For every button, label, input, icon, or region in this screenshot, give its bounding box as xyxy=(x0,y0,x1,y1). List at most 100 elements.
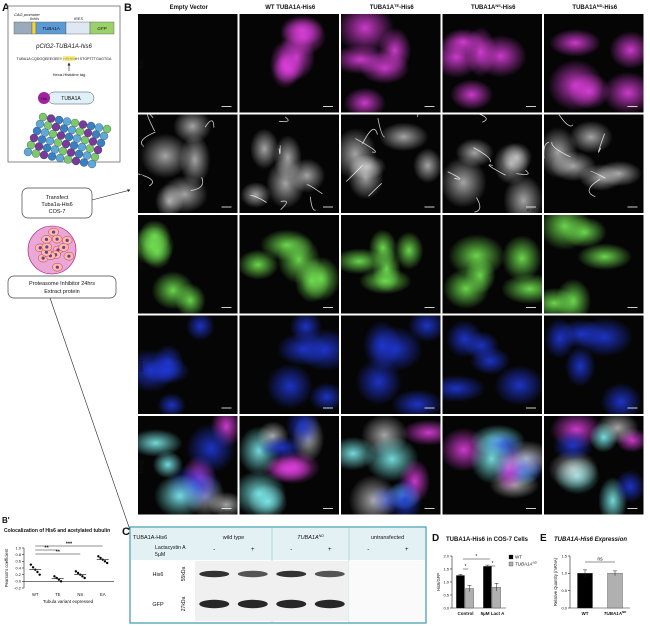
cell-signal xyxy=(368,326,423,372)
cell-signal xyxy=(589,422,618,453)
filament xyxy=(190,177,204,191)
x-tick-label: Control xyxy=(458,611,474,616)
microtubule-subunit xyxy=(63,155,73,164)
y-axis-label: Relative Quantity (mRNA) xyxy=(553,557,558,606)
y-tick-label: 0.5 xyxy=(443,592,449,597)
filament xyxy=(346,165,363,182)
y-tick-label: 1.5 xyxy=(561,553,567,558)
panel-label: B' xyxy=(2,516,10,525)
column-header-base: TUBA1A xyxy=(471,5,496,11)
cell-signal xyxy=(555,278,592,314)
x-tick-label: TUBA1AND xyxy=(604,610,627,616)
y-axis-label: His6/GFP xyxy=(436,573,441,591)
cell-signal xyxy=(157,393,186,414)
cell-signal xyxy=(494,364,542,406)
microtubule-subunit xyxy=(67,125,77,135)
workflow-box xyxy=(21,187,93,219)
filament xyxy=(368,183,382,197)
scale-label: 20 µm xyxy=(324,208,333,212)
micrograph-content xyxy=(266,315,339,412)
column-header-base: Empty Vector xyxy=(170,5,209,11)
filament xyxy=(474,197,481,213)
filament xyxy=(588,178,601,198)
filament xyxy=(488,164,506,176)
legend-label: TUBA1AND xyxy=(515,561,538,567)
filament xyxy=(280,200,287,210)
blot-group: wild type xyxy=(222,535,244,541)
column-header-base: TUBA1A xyxy=(370,5,395,11)
filament xyxy=(306,184,323,195)
scale-label: 20 µm xyxy=(324,510,333,514)
cell-signal xyxy=(548,449,599,490)
micrograph-content xyxy=(355,315,441,414)
data-point xyxy=(53,575,56,578)
cell-signal xyxy=(294,258,330,303)
cell-signal xyxy=(569,120,613,154)
microtubule-subunit xyxy=(59,124,69,133)
data-point xyxy=(57,578,61,581)
bar xyxy=(483,566,492,609)
chart-title: TUBA1A-His6 in COS-7 Cells xyxy=(446,537,529,543)
cell-signal xyxy=(614,470,644,503)
blot-treatment: Lactacystin A xyxy=(155,545,186,551)
x-tick-label-base: TUBA1A xyxy=(604,611,622,616)
micrograph-content xyxy=(442,424,542,499)
cell-signal xyxy=(138,429,183,457)
micrograph-content xyxy=(341,229,424,295)
microtubule-subunit xyxy=(69,141,79,150)
scale-label: 20 µm xyxy=(324,409,333,413)
scale-label: 20 µm xyxy=(527,108,536,112)
micrograph xyxy=(138,14,238,113)
microtubule-subunit xyxy=(74,149,84,159)
microtubule-subunit xyxy=(31,149,41,158)
nucleus xyxy=(45,245,49,249)
blot-sign: - xyxy=(213,547,215,553)
filament xyxy=(146,114,156,132)
blot-membrane xyxy=(195,561,348,621)
bar xyxy=(577,573,593,609)
blot-row-label: His6 xyxy=(152,572,163,578)
data-point xyxy=(31,566,35,569)
nucleus xyxy=(44,237,49,241)
cell-signal xyxy=(549,29,602,57)
x-tick-label: WT xyxy=(582,611,589,616)
chart-title: TUBA1A-His6 Expression xyxy=(554,537,627,543)
microtubule-subunit xyxy=(82,151,92,160)
blot-sign: - xyxy=(367,547,369,553)
micrograph-content xyxy=(239,229,339,303)
legend-label-sup: ND xyxy=(533,561,538,565)
cell-signal xyxy=(474,34,527,78)
microtubule-subunit xyxy=(71,156,81,166)
cell-signal xyxy=(547,59,604,111)
blot-group-base: wild type xyxy=(222,535,244,541)
promoter-label: CAG promoter xyxy=(14,12,40,17)
microtubule-subunit xyxy=(38,112,48,122)
y-tick-label: 0.0 xyxy=(15,579,21,584)
cell-signal xyxy=(500,273,542,305)
microtubule-subunit xyxy=(53,138,63,147)
cell-signal xyxy=(347,154,384,200)
legend-label: WT xyxy=(515,555,522,560)
cell-signal xyxy=(388,477,423,515)
micrograph-content xyxy=(544,317,642,414)
micrograph-content xyxy=(544,114,642,198)
blot-band xyxy=(199,570,230,578)
nucleus xyxy=(51,230,56,234)
blot-group-base: TUBA1A xyxy=(297,535,319,541)
microtubule-subunit xyxy=(47,152,57,161)
row-label: Acetylated tubulin xyxy=(139,145,145,185)
y-tick-label: -0.2 xyxy=(14,585,22,590)
filament xyxy=(417,114,419,118)
column-header-base: WT TUBA1A-His6 xyxy=(265,5,316,11)
x-tick-label-sup: ND xyxy=(622,610,627,614)
microtubule-subunit xyxy=(23,147,33,157)
y-tick-label: 0.4 xyxy=(15,565,21,570)
filament xyxy=(204,120,215,128)
column-header-base: TUBA1A xyxy=(572,5,597,11)
cell-signal xyxy=(501,142,533,173)
panel-label: C xyxy=(122,526,130,538)
row-label: DAPI xyxy=(139,360,145,372)
column-header-suffix: -His6 xyxy=(501,5,516,11)
blot-band xyxy=(199,599,230,609)
row-label: GFP xyxy=(139,259,145,270)
